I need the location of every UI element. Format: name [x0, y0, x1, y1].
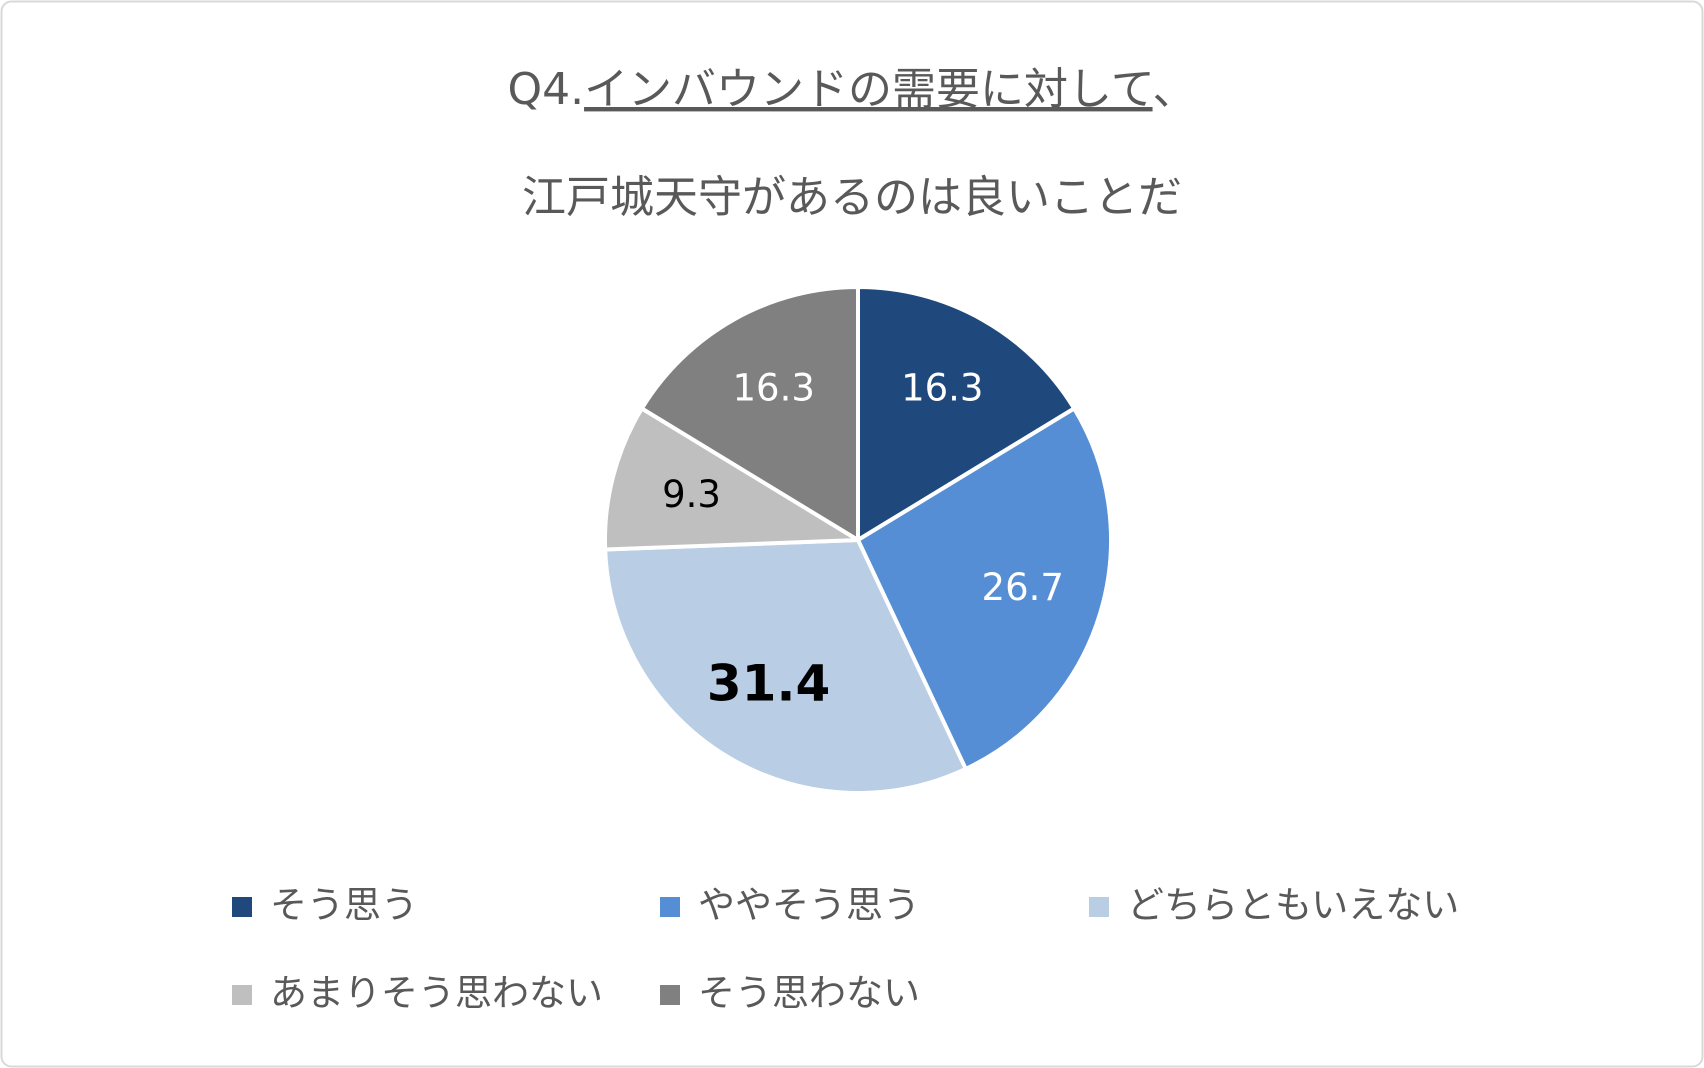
legend-label: そう思う	[270, 884, 418, 927]
pie-slice	[603, 406, 860, 552]
data-label: 16.3	[901, 367, 983, 410]
pie-slice	[603, 538, 968, 795]
data-label: 26.7	[982, 566, 1064, 609]
pie-slice	[639, 285, 860, 542]
title-part: 江戸城天守があるのは良いことだ	[522, 172, 1182, 223]
data-label: 9.3	[662, 473, 721, 516]
title-part: 、	[1153, 64, 1197, 115]
data-label: 16.3	[733, 367, 815, 410]
legend-swatch	[660, 897, 680, 917]
legend-label: どちらともいえない	[1127, 884, 1459, 927]
legend-swatch	[660, 985, 680, 1005]
legend-label: あまりそう思わない	[270, 972, 603, 1015]
legend-swatch	[232, 897, 252, 917]
legend-swatch	[1089, 897, 1109, 917]
title-part: インバウンドの需要に対して	[584, 64, 1152, 115]
pie-slice	[856, 285, 1077, 542]
legend-label: そう思わない	[698, 972, 920, 1015]
legend-swatch	[232, 985, 252, 1005]
chart-title: Q4.インバウンドの需要に対して、	[507, 64, 1196, 115]
chart-title: 江戸城天守があるのは良いことだ	[522, 172, 1182, 223]
legend-label: ややそう思う	[698, 884, 920, 927]
pie-slice	[856, 406, 1113, 771]
data-label: 31.4	[707, 654, 830, 712]
title-part: Q4.	[507, 64, 584, 115]
